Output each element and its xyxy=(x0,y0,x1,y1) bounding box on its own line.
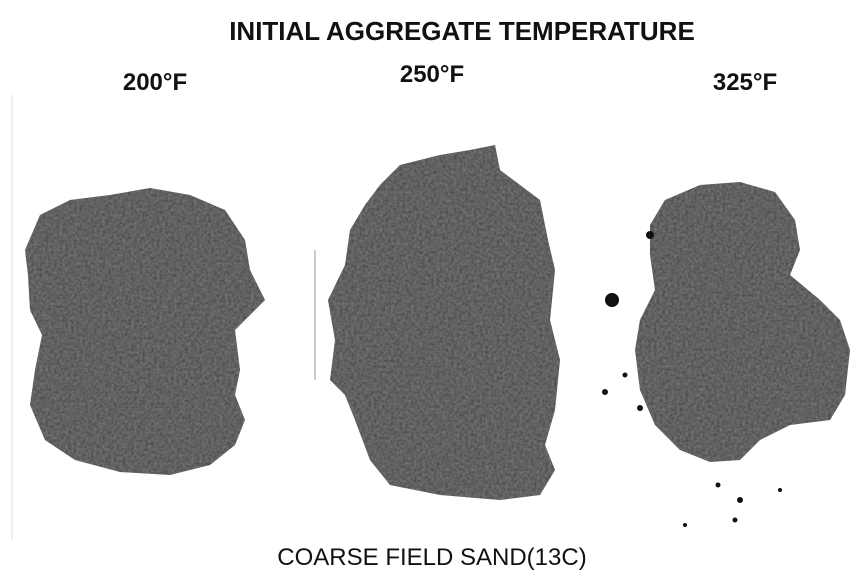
sample-label: 250°F xyxy=(400,61,464,88)
title: INITIAL AGGREGATE TEMPERATURE xyxy=(229,16,695,46)
speck xyxy=(646,231,654,239)
speck xyxy=(778,488,782,492)
speck xyxy=(605,293,619,307)
sample-label: 325°F xyxy=(713,69,777,96)
sand-sample xyxy=(635,182,850,462)
sand-sample xyxy=(25,188,265,475)
speck xyxy=(602,389,608,395)
speck xyxy=(732,517,738,523)
speck xyxy=(622,372,628,378)
speck xyxy=(683,523,687,527)
speck xyxy=(637,405,643,411)
speck xyxy=(737,497,743,503)
speck xyxy=(715,482,721,488)
sample-label: 200°F xyxy=(123,69,187,96)
caption: COARSE FIELD SAND(13C) xyxy=(277,544,586,571)
sand-sample xyxy=(328,145,560,500)
